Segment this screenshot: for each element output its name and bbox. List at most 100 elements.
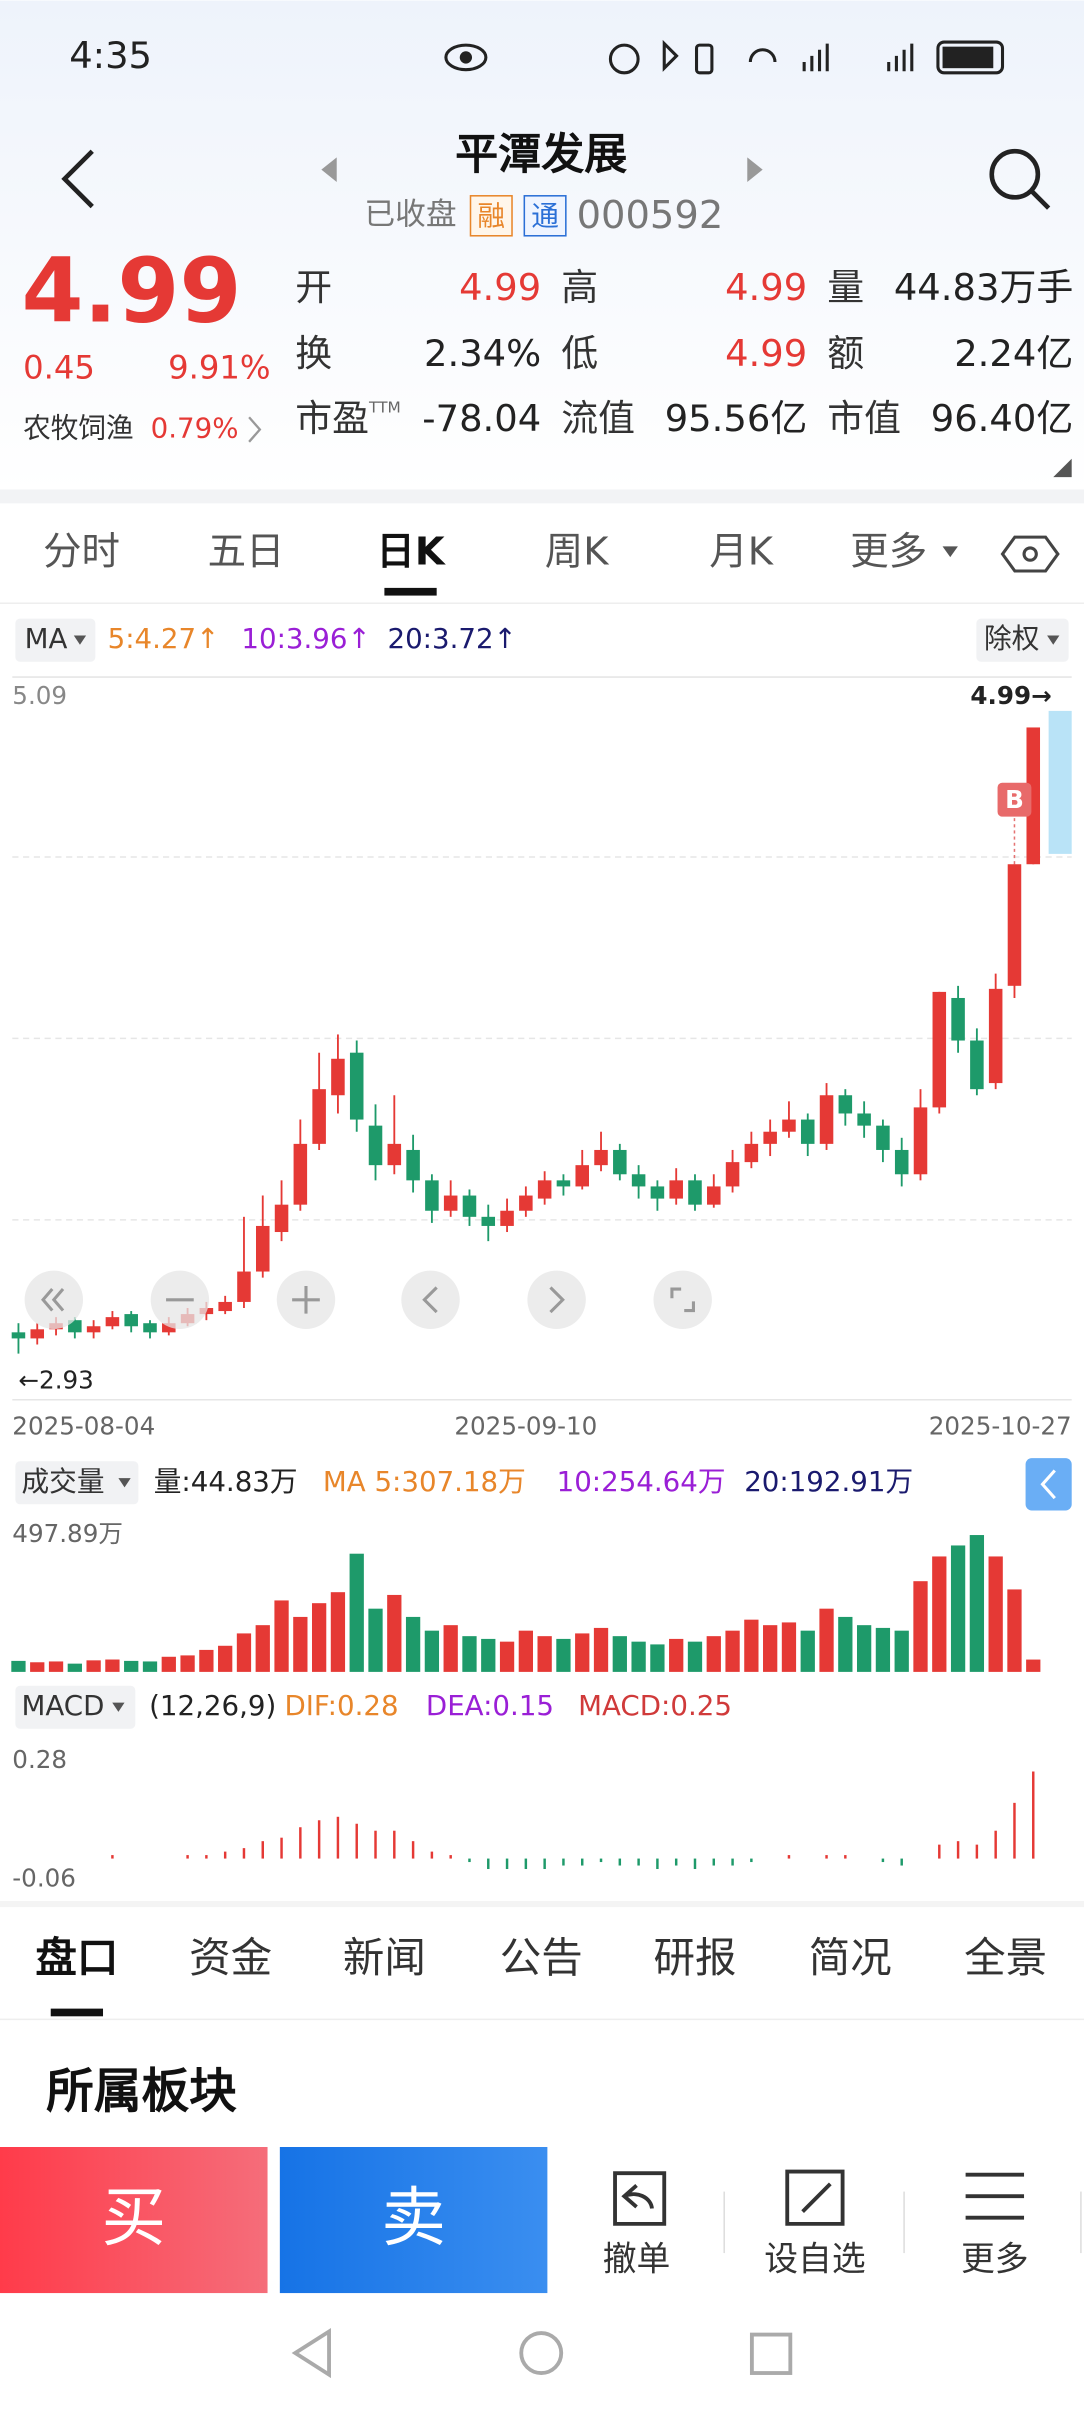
candle-body <box>613 1149 627 1175</box>
chart-tab[interactable]: 更多 <box>850 530 927 575</box>
side-tab[interactable] <box>1025 1458 1072 1511</box>
volume-value: MA 5:307.18万 <box>323 1465 526 1498</box>
volume-bar <box>932 1556 947 1672</box>
sector-pct: 0.79% <box>151 412 239 445</box>
info-tab[interactable]: 新闻 <box>343 1933 426 1982</box>
next-stock[interactable] <box>747 157 763 182</box>
side-tab-icon <box>1040 1469 1056 1500</box>
tag-box <box>469 195 513 237</box>
volume-bar <box>650 1644 665 1672</box>
field-value: 2.34% <box>424 332 541 375</box>
info-tab[interactable]: 盘口 <box>35 1933 118 1982</box>
adjust-box[interactable] <box>976 618 1069 662</box>
chart-tab[interactable]: 周K <box>545 530 609 575</box>
y-tick-label: -0.06 <box>12 1863 76 1892</box>
volume-bar <box>988 1556 1003 1672</box>
volume-bar <box>67 1663 82 1672</box>
y-tick-label: 5.09 <box>12 681 67 710</box>
action-label[interactable]: 更多 <box>961 2239 1029 2278</box>
field-label: 量 <box>827 266 864 309</box>
volume-bar <box>161 1656 176 1672</box>
volume-bar <box>706 1636 721 1672</box>
candle-body <box>349 1052 364 1120</box>
expand-icon[interactable] <box>1053 458 1072 478</box>
chevron[interactable] <box>248 416 262 443</box>
ma-box[interactable] <box>15 618 96 662</box>
field-label: 低 <box>561 332 598 375</box>
field-value: 4.99 <box>459 266 541 309</box>
info-tab[interactable]: 研报 <box>653 1933 736 1982</box>
volume-box[interactable] <box>15 1461 139 1505</box>
field-label: 额 <box>827 332 864 375</box>
field-value: -78.04 <box>422 397 541 440</box>
volume-bar <box>86 1660 101 1672</box>
last-price-label: 4.99→ <box>970 681 1051 710</box>
settings-icon[interactable] <box>1000 535 1060 573</box>
search-button[interactable] <box>989 148 1051 210</box>
chart-control[interactable] <box>401 1270 460 1330</box>
field-label: 市盈 <box>295 397 369 440</box>
candle-body <box>819 1095 834 1144</box>
sell-button[interactable] <box>279 2147 548 2294</box>
tab-underline <box>50 2008 104 2017</box>
volume-bar <box>838 1616 853 1672</box>
field-label: 开 <box>295 266 332 309</box>
candle-body <box>293 1143 308 1205</box>
volume-bar <box>180 1655 195 1672</box>
candle-body <box>462 1195 477 1217</box>
back-button[interactable] <box>61 149 94 209</box>
candle-body <box>274 1204 289 1233</box>
volume-bar <box>856 1625 872 1672</box>
volume-bar <box>875 1627 891 1672</box>
volume-bar <box>593 1627 609 1672</box>
volume-bar <box>631 1641 646 1672</box>
field-label: 换 <box>295 332 332 375</box>
macd-box[interactable] <box>15 1685 136 1729</box>
candle-body <box>913 1107 928 1175</box>
dropdown-arrow <box>942 546 958 558</box>
candle-body <box>763 1131 777 1144</box>
volume-bar <box>612 1636 627 1672</box>
info-tab[interactable]: 资金 <box>189 1933 272 1982</box>
section-title: 所属板块 <box>46 2065 237 2120</box>
macd-name[interactable]: MACD <box>22 1689 105 1722</box>
candle-body <box>519 1195 533 1211</box>
adjust-label[interactable]: 除权 <box>984 622 1039 655</box>
chart-tab[interactable]: 月K <box>709 530 773 575</box>
candle-body <box>500 1210 514 1226</box>
ma-value: 5:4.27↑ <box>108 622 220 655</box>
change: 0.45 <box>23 349 95 387</box>
volume-bar <box>311 1603 327 1672</box>
prev-stock[interactable] <box>321 157 337 182</box>
indicator-name[interactable]: MA <box>25 622 68 655</box>
candle-body <box>30 1329 45 1339</box>
candle-body <box>443 1195 458 1211</box>
chart-control[interactable] <box>653 1270 712 1330</box>
volume-bar <box>1026 1659 1041 1672</box>
candle-body <box>86 1326 101 1333</box>
info-tab[interactable]: 公告 <box>500 1933 583 1982</box>
volume-bar <box>368 1608 383 1672</box>
chart-tab[interactable]: 日K <box>376 530 445 575</box>
volume-bar <box>405 1616 421 1672</box>
candle-body <box>1026 727 1041 865</box>
nav-bar[interactable] <box>291 2328 793 2379</box>
buy-button[interactable] <box>0 2147 268 2294</box>
action-label[interactable]: 设自选 <box>764 2239 865 2278</box>
chart-control[interactable] <box>527 1270 586 1330</box>
field-value: 44.83万手 <box>894 266 1073 309</box>
action-label[interactable]: 撤单 <box>603 2239 671 2278</box>
stock-name: 平潭发展 <box>455 130 627 180</box>
info-tab[interactable]: 简况 <box>809 1933 892 1982</box>
candle-body <box>876 1125 890 1150</box>
tab-underline <box>384 587 437 596</box>
candle-body <box>669 1180 683 1199</box>
volume-bar <box>443 1625 458 1672</box>
info-tab[interactable]: 全景 <box>964 1933 1047 1982</box>
x-tick-label: 2025-08-04 <box>12 1411 155 1440</box>
chart-tab[interactable]: 分时 <box>43 530 120 575</box>
field-value: 4.99 <box>725 266 807 309</box>
volume-name[interactable]: 成交量 <box>22 1465 105 1498</box>
buy-marker <box>997 782 1032 817</box>
chart-tab[interactable]: 五日 <box>208 530 285 575</box>
